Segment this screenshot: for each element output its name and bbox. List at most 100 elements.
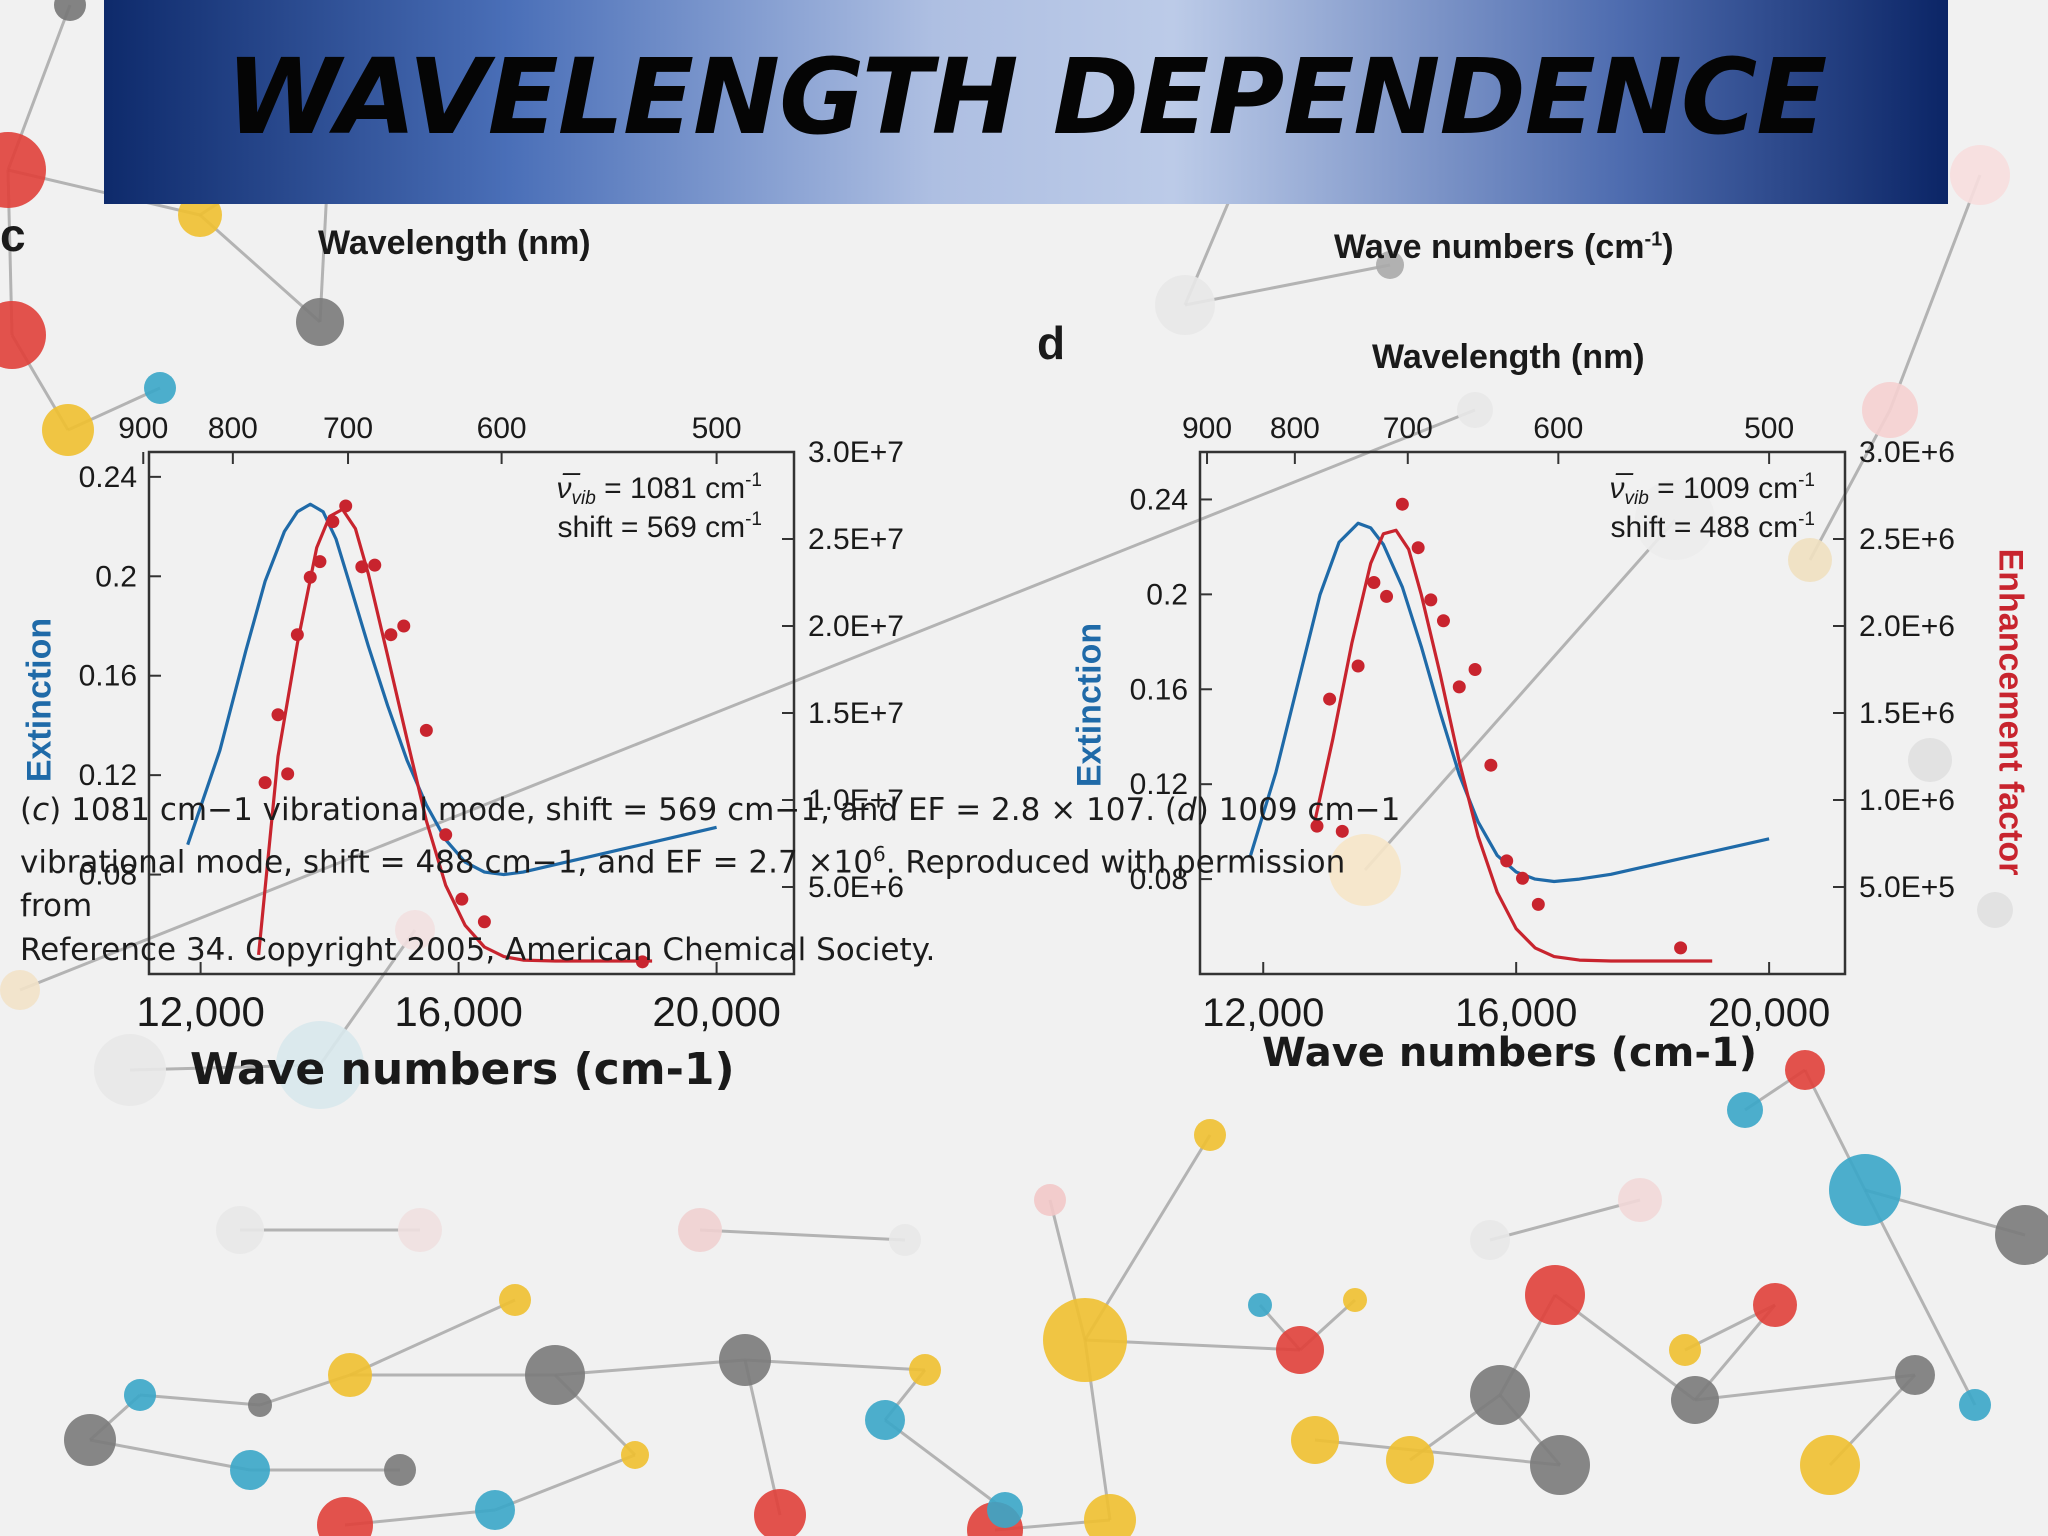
enhancement-fit-line	[257, 507, 653, 963]
enhancement-data-point	[397, 619, 411, 633]
network-atom	[42, 404, 94, 456]
network-atom	[248, 1393, 272, 1417]
network-atom	[276, 1021, 364, 1109]
enhancement-data-point	[368, 558, 382, 572]
panel-d-wavenumbers-end: )	[1662, 228, 1674, 266]
vib-value: = 1009 cm	[1649, 472, 1798, 505]
network-bond	[554, 1358, 746, 1377]
panel-d-ylabel-right: Enhancement factor	[1991, 548, 2030, 876]
right-tick-label: 5.0E+5	[1859, 871, 1955, 904]
network-atom	[94, 1034, 166, 1106]
shift-value: shift = 488 cm	[1611, 511, 1799, 544]
vib-value: = 1081 cm	[596, 472, 745, 505]
network-atom	[1276, 1326, 1324, 1374]
network-atom	[328, 1353, 372, 1397]
x-tick-label: 20,000	[652, 988, 780, 1035]
network-atom	[1995, 1205, 2048, 1265]
enhancement-data-point	[419, 723, 433, 737]
network-atom	[178, 193, 222, 237]
caption-text: ) 1009 cm−1	[1196, 792, 1401, 828]
right-tick-label: 2.5E+6	[1859, 523, 1955, 556]
network-atom	[395, 910, 435, 950]
x-tick-label: 16,000	[1455, 991, 1577, 1035]
x-tick-label: 20,000	[1708, 991, 1830, 1035]
x-tick-label: 12,000	[136, 988, 264, 1035]
network-atom	[1470, 1220, 1510, 1260]
right-tick-label: 1.0E+6	[1859, 784, 1955, 817]
network-atom	[1084, 1494, 1136, 1536]
vib-sup: -1	[745, 470, 762, 491]
enhancement-data-point	[1367, 576, 1381, 589]
enhancement-data-point	[1484, 758, 1498, 772]
enhancement-data-point	[1674, 941, 1688, 955]
top-tick-label: 700	[323, 412, 373, 445]
network-atom	[317, 1497, 373, 1536]
caption-text: . Reproduced with permission from	[20, 844, 1346, 925]
panel-d-letter: d	[1037, 317, 1066, 369]
top-tick-label: 800	[208, 412, 258, 445]
right-tick-label: 2.0E+6	[1859, 610, 1955, 643]
network-bond	[1888, 174, 1982, 411]
enhancement-data-point	[258, 776, 272, 790]
network-bond	[199, 213, 321, 324]
left-tick-label: 0.24	[1130, 483, 1188, 516]
top-tick-label: 900	[1182, 412, 1232, 445]
panel-d-ylabel: Extinction	[1070, 622, 1109, 788]
vib-sup: -1	[1798, 470, 1815, 491]
network-atom	[1727, 1092, 1763, 1128]
extinction-line	[186, 502, 717, 877]
network-atom	[1155, 275, 1215, 335]
network-bond	[1363, 519, 1677, 871]
enhancement-data-point	[271, 708, 285, 722]
caption-line-3: Reference 34. Copyright 2005, American C…	[20, 932, 936, 969]
network-atom	[1669, 1334, 1701, 1366]
title-banner	[104, 0, 1948, 204]
panel-d-wavenumbers-label: Wave numbers (cm-1)	[1334, 228, 1674, 267]
caption-italic-d: d	[1177, 792, 1197, 828]
network-atom	[754, 1489, 806, 1536]
slide-title: WAVELENGTH DEPENDENCE	[225, 36, 1828, 158]
enhancement-data-point	[635, 955, 649, 969]
network-atom	[1525, 1265, 1585, 1325]
caption-line-2: vibrational mode, shift = 488 cm−1, and …	[20, 832, 1420, 928]
caption-text: (	[20, 792, 33, 828]
network-atom	[1895, 1355, 1935, 1395]
network-atom	[0, 132, 46, 208]
network-atom	[384, 1454, 416, 1486]
network-atom	[144, 372, 176, 404]
enhancement-data-point	[455, 892, 469, 906]
network-atom	[865, 1400, 905, 1440]
network-bond	[743, 1359, 782, 1516]
network-atom	[1788, 538, 1832, 582]
left-tick-label: 0.2	[1146, 578, 1188, 611]
panel-d-chart: 12,000 16,000 20,000 900 800 700 600 500 0.08 0.1…	[1130, 412, 1955, 1035]
enhancement-data-point	[326, 515, 340, 529]
left-tick-label: 0.2	[95, 560, 137, 593]
enhancement-data-point	[1351, 659, 1365, 673]
enhancement-data-point	[1452, 680, 1466, 694]
network-atom	[1457, 392, 1493, 428]
figure-caption: (c) 1081 cm−1 vibrational mode, shift = …	[20, 788, 1420, 972]
right-tick-label: 1.5E+7	[808, 697, 904, 730]
network-atom	[719, 1334, 771, 1386]
enhancement-data-point	[339, 499, 353, 513]
network-atom	[1862, 382, 1918, 438]
top-tick-label: 500	[1744, 412, 1794, 445]
network-atom	[1194, 1119, 1226, 1151]
enhancement-data-point	[439, 828, 453, 842]
network-atom	[296, 298, 344, 346]
caption-text: vibrational mode, shift = 488 cm−1, and …	[20, 844, 873, 881]
enhancement-data-point	[1335, 824, 1349, 838]
network-atom	[1043, 1298, 1127, 1382]
network-atom	[1977, 892, 2013, 928]
network-bond	[1489, 1198, 1641, 1242]
network-atom	[1329, 834, 1401, 906]
caption-italic-c: c	[32, 792, 50, 828]
enhancement-data-point	[1531, 897, 1545, 911]
network-atom	[1248, 1293, 1272, 1317]
x-tick-label: 12,000	[1202, 991, 1324, 1035]
network-bond	[1808, 409, 1892, 561]
enhancement-data-point	[1380, 589, 1394, 603]
